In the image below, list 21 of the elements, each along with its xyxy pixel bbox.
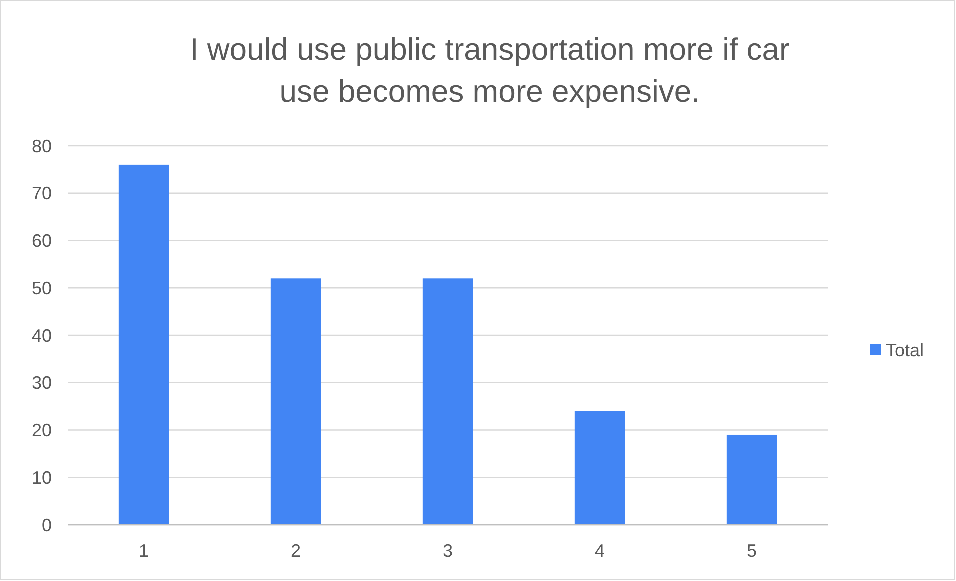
- bar: [118, 164, 170, 525]
- bar: [726, 434, 778, 525]
- x-tick-label: 2: [290, 541, 302, 561]
- y-tick-label: 40: [32, 326, 52, 346]
- x-tick-label: 3: [442, 541, 454, 561]
- y-tick-label: 10: [32, 468, 52, 488]
- bar: [574, 411, 626, 525]
- y-tick-label: 80: [32, 136, 52, 156]
- y-tick-label: 60: [32, 231, 52, 252]
- bar: [270, 278, 322, 525]
- x-tick-label: 5: [746, 541, 758, 561]
- chart-title: I would use public transportation more if car use becomes more expensive.: [190, 32, 790, 109]
- legend-label: Total: [886, 340, 924, 360]
- y-tick-label: 50: [32, 278, 52, 298]
- y-tick-label: 20: [32, 420, 52, 441]
- x-tick-label: 1: [138, 541, 150, 561]
- bar: [422, 278, 474, 525]
- y-tick-label: 0: [42, 515, 52, 536]
- x-tick-label: 4: [594, 541, 606, 561]
- y-tick-label: 30: [32, 373, 52, 394]
- y-tick-label: 70: [32, 184, 52, 204]
